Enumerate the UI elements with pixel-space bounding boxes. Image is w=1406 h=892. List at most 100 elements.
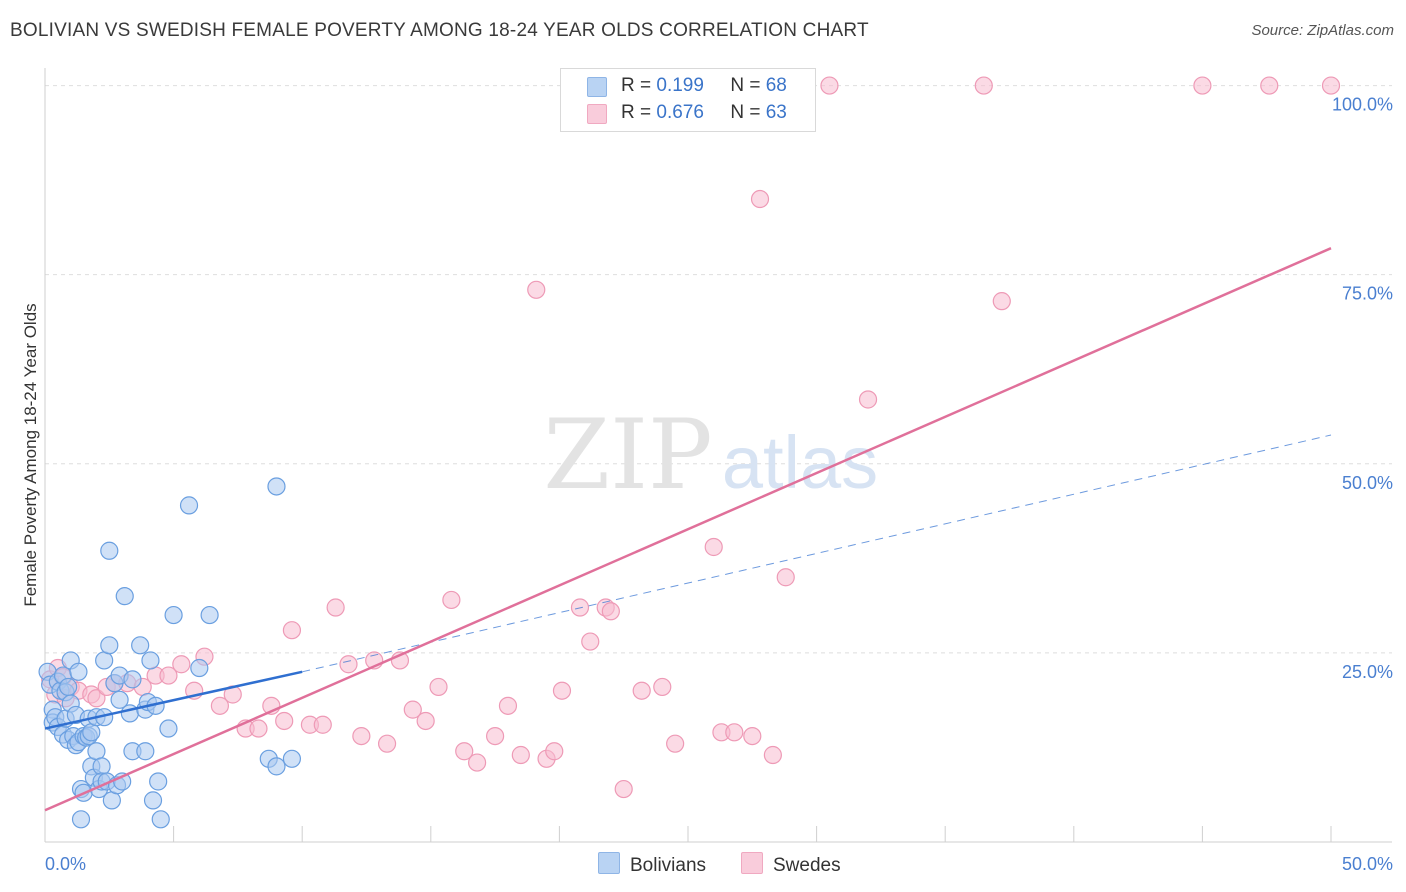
swedish-point: [429, 677, 448, 697]
swedish-point: [776, 568, 795, 587]
swedish-point: [339, 655, 358, 674]
swedish-point: [601, 602, 620, 621]
swedish-point: [743, 726, 762, 746]
y-tick-label: 75.0%: [1342, 284, 1393, 304]
tick-labels: 25.0% 50.0% 75.0% 100.0% 0.0% 50.0%: [45, 95, 1393, 874]
swedish-point: [581, 632, 600, 651]
swedish-point: [313, 715, 332, 734]
bolivian-point: [267, 477, 286, 496]
bolivian-point: [143, 791, 163, 810]
swedish-point: [352, 726, 371, 746]
bolivian-point: [100, 636, 119, 655]
swedish-point: [249, 719, 268, 738]
y-tick-label: 100.0%: [1332, 95, 1393, 115]
swedish-point: [282, 621, 302, 640]
swedish-point: [159, 666, 178, 685]
bolivian-point: [149, 772, 168, 791]
source-credit: Source: ZipAtlas.com: [1251, 22, 1394, 39]
y-tick-label: 25.0%: [1342, 662, 1393, 682]
bolivian-point: [282, 749, 302, 768]
watermark: ZIP atlas: [543, 399, 878, 511]
swedish-point: [275, 711, 294, 731]
bolivian-point: [100, 541, 119, 560]
x-tick-label: 50.0%: [1342, 854, 1393, 874]
swedish-point: [486, 726, 505, 746]
legend-r-label: R =: [621, 75, 652, 96]
bolivian-point: [164, 605, 183, 625]
bolivian-point: [151, 810, 170, 829]
legend-n-value: 63: [765, 102, 787, 123]
bolivian-point: [110, 690, 129, 709]
bolivian-point: [71, 810, 91, 829]
bolivian-point: [200, 605, 219, 625]
swedish-point: [858, 390, 878, 409]
bolivian-point: [115, 587, 134, 606]
watermark-atlas: atlas: [722, 421, 878, 504]
legend-r-label: R =: [621, 102, 652, 123]
swedish-point: [416, 711, 435, 731]
bottom-swatch-bolivians: [598, 852, 620, 874]
legend-n-label: N =: [730, 102, 761, 123]
swedish-point: [614, 779, 633, 799]
legend-swatch-bolivians: [587, 77, 607, 97]
swedes-trend-line: [44, 247, 1332, 812]
swedish-point: [442, 590, 461, 610]
swedish-point: [545, 742, 564, 761]
bolivian-point: [69, 662, 88, 681]
swedish-point: [820, 76, 839, 95]
y-axis-label: Female Poverty Among 18-24 Year Olds: [21, 303, 40, 606]
swedish-point: [326, 598, 345, 617]
swedish-point: [467, 753, 487, 772]
legend-r-value: 0.676: [656, 102, 704, 123]
bolivian-point: [87, 742, 106, 761]
watermark-zip: ZIP: [543, 399, 712, 511]
x-tick-label: 0.0%: [45, 854, 86, 874]
swedish-point: [1260, 76, 1279, 95]
bolivian-point: [267, 757, 286, 776]
swedish-point: [377, 734, 397, 753]
bolivian-point: [141, 651, 160, 670]
bolivians-trend-extension: [302, 434, 1332, 673]
bolivian-point: [190, 658, 209, 678]
bolivian-point: [179, 496, 199, 515]
bolivian-point: [59, 677, 78, 697]
swedish-point: [1321, 76, 1341, 95]
grid-lines: [45, 85, 1392, 654]
swedish-point: [455, 742, 474, 761]
legend-swatch-swedes: [587, 104, 607, 124]
swedish-point: [87, 689, 106, 708]
bolivian-point: [159, 719, 178, 738]
bolivian-point: [123, 670, 142, 689]
swedish-point: [750, 189, 770, 209]
legend: R = 0.199 N = 68 R = 0.676 N = 63: [560, 68, 816, 132]
trend-lines: [44, 247, 1332, 812]
bolivian-point: [95, 651, 114, 670]
swedish-point: [1193, 76, 1212, 95]
swedish-point: [763, 745, 782, 765]
bolivians-points: [38, 477, 302, 829]
swedish-point: [172, 655, 191, 674]
swedish-point: [653, 677, 672, 697]
swedish-point: [552, 681, 572, 700]
bottom-legend-label: Bolivians: [630, 855, 707, 876]
y-tick-label: 50.0%: [1342, 473, 1393, 493]
bottom-legend-bolivians: Bolivians: [598, 852, 706, 877]
swedish-point: [725, 723, 744, 742]
legend-n-label: N =: [730, 75, 761, 96]
bolivian-point: [131, 636, 150, 655]
swedish-point: [210, 696, 229, 715]
swedish-point: [498, 696, 518, 715]
swedish-point: [666, 734, 685, 753]
swedish-point: [992, 292, 1011, 311]
swedish-point: [632, 681, 651, 700]
swedish-point: [403, 700, 422, 719]
bolivian-point: [102, 791, 121, 810]
bottom-legend-swedes: Swedes: [741, 852, 841, 877]
bolivians-trend-line: [44, 670, 303, 730]
legend-r-value: 0.199: [656, 75, 704, 96]
swedish-point: [527, 280, 546, 299]
bottom-swatch-swedes: [741, 852, 763, 874]
swedish-point: [704, 537, 723, 557]
swedish-point: [974, 76, 993, 95]
